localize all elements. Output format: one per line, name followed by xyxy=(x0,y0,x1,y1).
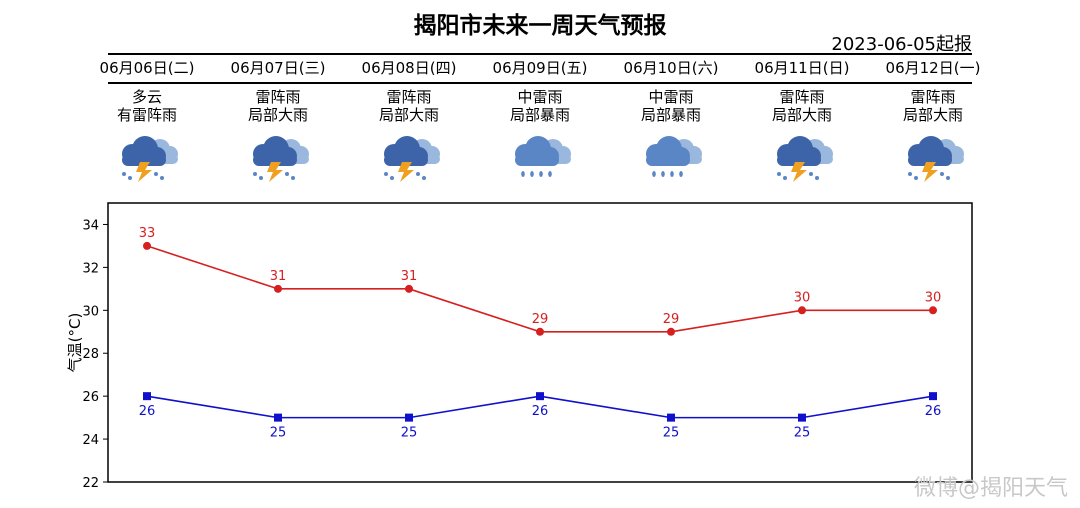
data-label: 26 xyxy=(925,404,942,419)
weather-desc-line1: 雷阵雨 xyxy=(386,88,432,106)
data-point xyxy=(667,327,675,336)
thunderstorm-icon xyxy=(908,136,964,182)
y-tick-label: 26 xyxy=(82,390,99,405)
data-point xyxy=(536,327,544,336)
data-point xyxy=(405,413,413,422)
forecast-day: 06月10日(六) 中雷雨 局部暴雨 xyxy=(606,56,736,182)
data-point xyxy=(274,413,282,422)
data-label: 25 xyxy=(270,426,287,441)
data-point xyxy=(667,413,675,422)
weather-desc-line1: 中雷雨 xyxy=(517,88,563,106)
y-tick-label: 24 xyxy=(82,433,99,448)
weather-desc-line2: 局部大雨 xyxy=(902,106,963,124)
data-point xyxy=(143,392,151,401)
page-title: 揭阳市未来一周天气预报 xyxy=(413,13,667,39)
weather-desc-line2: 局部暴雨 xyxy=(509,106,570,124)
forecast-date: 06月07日(三) xyxy=(230,59,326,77)
data-label: 29 xyxy=(532,312,549,327)
issue-date: 2023-06-05起报 xyxy=(831,34,972,55)
data-label: 25 xyxy=(794,426,811,441)
data-label: 31 xyxy=(401,269,418,284)
data-label: 33 xyxy=(139,226,156,241)
thunderstorm-icon xyxy=(122,136,178,182)
forecast-day: 06月06日(二) 多云 有雷阵雨 xyxy=(82,56,212,182)
data-label: 29 xyxy=(663,312,680,327)
weather-desc-line1: 雷阵雨 xyxy=(255,88,301,106)
weather-desc-line1: 雷阵雨 xyxy=(910,88,956,106)
plot-frame xyxy=(107,202,973,483)
weather-desc-line2: 局部暴雨 xyxy=(640,106,701,124)
data-point xyxy=(143,241,151,250)
header-top-rule xyxy=(108,53,972,55)
forecast-day: 06月12日(一) 雷阵雨 局部大雨 xyxy=(868,56,998,182)
data-point xyxy=(929,392,937,401)
weather-desc-line1: 多云 xyxy=(131,88,162,106)
forecast-date: 06月11日(日) xyxy=(754,59,850,77)
data-label: 25 xyxy=(663,426,680,441)
watermark: 微博@揭阳天气 xyxy=(913,476,1068,501)
weather-desc-line2: 局部大雨 xyxy=(378,106,439,124)
y-tick-label: 32 xyxy=(82,261,99,276)
thunderstorm-icon xyxy=(384,136,440,182)
weather-desc-line2: 局部大雨 xyxy=(771,106,832,124)
data-label: 26 xyxy=(532,404,549,419)
thunderstorm-icon xyxy=(777,136,833,182)
data-point xyxy=(929,306,937,315)
forecast-date: 06月08日(四) xyxy=(361,59,457,77)
y-axis-label: 气温(°C) xyxy=(66,313,84,373)
data-label: 31 xyxy=(270,269,287,284)
forecast-day: 06月08日(四) 雷阵雨 局部大雨 xyxy=(344,56,474,182)
data-point xyxy=(798,306,806,315)
forecast-date: 06月10日(六) xyxy=(623,59,719,77)
forecast-date: 06月12日(一) xyxy=(885,59,981,77)
data-point xyxy=(798,413,806,422)
forecast-day: 06月11日(日) 雷阵雨 局部大雨 xyxy=(737,56,867,182)
thunderstorm-icon xyxy=(253,136,309,182)
header-date-rule xyxy=(108,82,972,84)
y-tick-label: 22 xyxy=(82,476,99,491)
weather-desc-line2: 有雷阵雨 xyxy=(116,106,177,124)
data-label: 30 xyxy=(794,290,811,305)
rain-cloud-icon xyxy=(646,136,702,177)
data-point xyxy=(536,392,544,401)
rain-cloud-icon xyxy=(515,136,571,177)
data-point xyxy=(405,284,413,293)
weather-desc-line2: 局部大雨 xyxy=(247,106,308,124)
weather-desc-line1: 雷阵雨 xyxy=(779,88,825,106)
weather-desc-line1: 中雷雨 xyxy=(648,88,694,106)
y-tick-label: 28 xyxy=(82,347,99,362)
y-tick-label: 34 xyxy=(82,218,99,233)
y-tick-label: 30 xyxy=(82,304,99,319)
data-point xyxy=(274,284,282,293)
forecast-date: 06月06日(二) xyxy=(99,59,195,77)
data-label: 25 xyxy=(401,426,418,441)
forecast-day: 06月09日(五) 中雷雨 局部暴雨 xyxy=(475,56,605,182)
forecast-date: 06月09日(五) xyxy=(492,59,588,77)
data-label: 26 xyxy=(139,404,156,419)
data-label: 30 xyxy=(925,290,942,305)
forecast-day: 06月07日(三) 雷阵雨 局部大雨 xyxy=(213,56,343,182)
